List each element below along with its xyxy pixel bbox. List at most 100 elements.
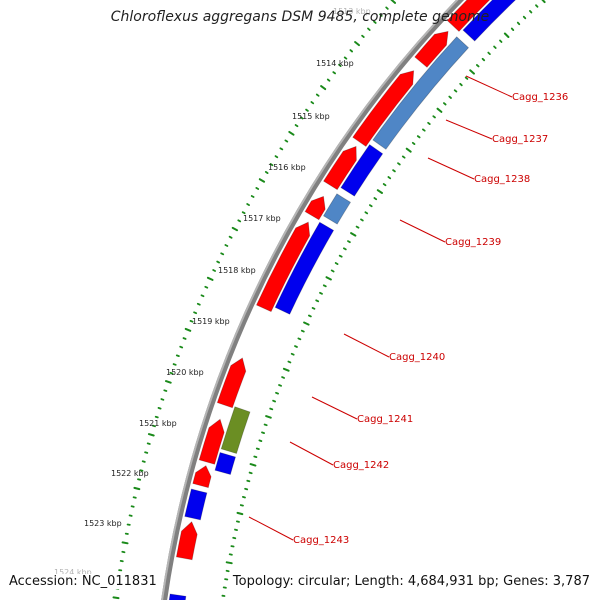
gene-feature xyxy=(446,0,491,32)
gene-feature xyxy=(414,30,449,68)
outer-tick xyxy=(189,319,194,323)
outer-tick-ring xyxy=(112,0,396,600)
gene-feature xyxy=(192,465,212,489)
inner-tick xyxy=(376,189,383,194)
inner-tick xyxy=(411,141,416,146)
gene-feature xyxy=(323,145,357,191)
inner-tick xyxy=(436,107,443,113)
inner-tick xyxy=(241,495,246,499)
gene-feature xyxy=(462,0,517,42)
gene-feature xyxy=(198,418,225,465)
outer-tick xyxy=(175,354,180,358)
inner-tick xyxy=(300,329,305,333)
outer-tick xyxy=(373,20,377,24)
inner-tick xyxy=(225,561,233,565)
inner-tick xyxy=(421,128,426,132)
gene-feature xyxy=(322,193,352,225)
outer-tick xyxy=(269,163,274,167)
kbp-label: 1524 kbp xyxy=(54,568,92,577)
label-leader-line xyxy=(445,119,493,140)
outer-tick xyxy=(299,116,304,120)
genome-backbone xyxy=(161,0,465,600)
inner-tick xyxy=(303,321,310,326)
inner-tick xyxy=(368,204,373,208)
gene-label-cagg-1236: Cagg_1236 xyxy=(512,92,568,103)
inner-tick xyxy=(522,15,527,20)
outer-tick xyxy=(255,186,260,190)
inner-tick xyxy=(282,367,290,372)
gene-feature xyxy=(184,488,208,521)
inner-tick xyxy=(427,121,431,125)
outer-tick xyxy=(204,285,209,289)
gene-label-cagg-1239: Cagg_1239 xyxy=(445,237,501,248)
outer-tick xyxy=(326,78,331,82)
inner-tick xyxy=(275,391,280,395)
outer-tick xyxy=(133,486,141,491)
outer-tick xyxy=(385,6,389,10)
outer-tick xyxy=(320,85,327,91)
inner-tick xyxy=(263,423,268,427)
outer-tick xyxy=(146,442,151,445)
inner-tick xyxy=(334,262,339,266)
inner-tick xyxy=(350,232,357,237)
inner-tick xyxy=(464,76,469,80)
label-leader-line xyxy=(311,396,358,420)
inner-tick xyxy=(387,176,392,180)
label-leader-line xyxy=(289,441,334,466)
gene-feature xyxy=(214,452,236,475)
outer-tick xyxy=(182,337,187,340)
inner-tick xyxy=(347,240,351,244)
outer-tick xyxy=(228,235,233,239)
inner-tick xyxy=(416,135,421,139)
inner-tick xyxy=(261,431,266,435)
gene-feature xyxy=(372,36,470,150)
inner-tick xyxy=(307,314,312,318)
outer-tick xyxy=(305,108,309,112)
gene-label-cagg-1240: Cagg_1240 xyxy=(389,352,445,363)
kbp-label: 1515 kbp xyxy=(292,112,330,121)
inner-tick xyxy=(499,39,503,43)
outer-tick xyxy=(246,203,251,207)
outer-tick xyxy=(315,93,320,97)
outer-tick xyxy=(169,371,174,375)
outer-tick xyxy=(349,49,354,53)
inner-tick xyxy=(297,337,302,341)
outer-tick xyxy=(332,71,337,75)
outer-tick xyxy=(196,302,201,306)
outer-tick xyxy=(139,469,144,472)
outer-tick xyxy=(379,13,383,17)
gene-label-cagg-1242: Cagg_1242 xyxy=(333,460,389,471)
gene-feature xyxy=(255,221,311,313)
map-title: Chloroflexus aggregans DSM 9485, complet… xyxy=(110,9,490,25)
outer-tick xyxy=(130,505,135,508)
inner-tick xyxy=(269,407,274,411)
inner-tick xyxy=(405,147,412,153)
inner-tick xyxy=(236,511,244,516)
inner-tick xyxy=(503,32,510,38)
kbp-label: 1521 kbp xyxy=(139,419,177,428)
outer-tick xyxy=(160,398,165,401)
outer-tick xyxy=(193,311,198,315)
label-leader-line xyxy=(248,516,294,541)
inner-tick xyxy=(338,254,343,258)
gene-label-cagg-1241: Cagg_1241 xyxy=(357,414,413,425)
inner-tick xyxy=(315,299,320,303)
topology-text: Topology: circular; Length: 4,684,931 bp… xyxy=(232,574,590,589)
inner-tick xyxy=(487,51,491,55)
kbp-label: 1523 kbp xyxy=(84,519,122,528)
gene-feature xyxy=(340,144,384,197)
inner-tick xyxy=(232,536,237,540)
kbp-label: 1513 kbp xyxy=(333,7,371,16)
outer-tick xyxy=(220,252,225,256)
gene-label-cagg-1243: Cagg_1243 xyxy=(293,535,349,546)
outer-tick xyxy=(274,155,279,159)
outer-tick xyxy=(338,63,342,67)
outer-tick xyxy=(128,514,133,517)
outer-tick xyxy=(200,294,205,298)
outer-tick xyxy=(144,451,149,454)
inner-tick xyxy=(459,82,463,87)
inner-tick xyxy=(529,9,533,14)
inner-tick xyxy=(319,291,323,295)
outer-tick xyxy=(284,139,289,143)
outer-tick xyxy=(343,56,348,60)
